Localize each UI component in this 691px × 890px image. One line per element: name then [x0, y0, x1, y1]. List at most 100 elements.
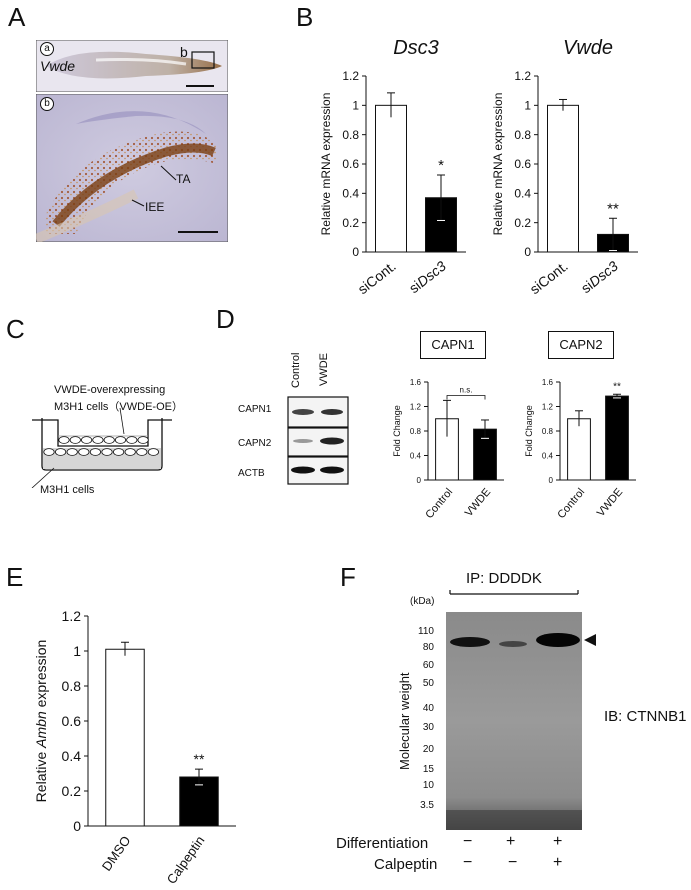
blot-col-vwde: VWDE — [318, 353, 330, 386]
y-tick-label: 1.2 — [542, 402, 554, 411]
y-tick-label: 0 — [524, 245, 531, 259]
ib-label: IB: CTNNB1 — [604, 708, 687, 725]
cell — [126, 436, 138, 444]
mw-mark-label: 3.5 — [420, 800, 434, 811]
y-tick-label: 0.8 — [542, 427, 554, 436]
chart-d-capn1: 0 0.4 0.8 1.2 1.6 Control VWDE n.s. Fold Change — [392, 378, 504, 521]
cell — [101, 448, 113, 456]
y-axis-label: Fold Change — [392, 405, 402, 457]
y-tick-label: 0.6 — [514, 157, 531, 171]
label-box-capn2: CAPN2 — [548, 331, 614, 359]
chart-b-vwde: 0 0.2 0.4 0.6 0.8 1 1.2 siCont. ** siDsc3 Relative… — [491, 37, 638, 297]
bar — [547, 104, 579, 253]
cell — [137, 436, 149, 444]
panel-letter-b: B — [296, 2, 314, 32]
cell — [92, 436, 104, 444]
row-label-calpeptin: Calpeptin — [374, 856, 438, 873]
y-tick-label: 1.2 — [342, 69, 359, 83]
panel-letter-e: E — [6, 562, 24, 592]
panel-letter-c: C — [6, 314, 25, 344]
mw-mark-label: 80 — [422, 642, 434, 653]
cell — [54, 448, 67, 456]
cell — [103, 436, 115, 444]
mw-mark-label: 110 — [418, 626, 434, 637]
bar — [567, 418, 591, 481]
chart-title: Vwde — [563, 37, 613, 59]
box-label-b: b — [180, 44, 188, 60]
histology-overview — [36, 40, 228, 92]
cell — [114, 436, 127, 444]
y-tick-label: 0.8 — [342, 128, 359, 142]
annotation-ta: TA — [176, 172, 191, 186]
y-tick-label: 0.4 — [542, 451, 554, 460]
y-tick-label: 1 — [352, 99, 359, 113]
y-tick-label: 0.6 — [342, 157, 359, 171]
y-tick-label: 1.6 — [542, 378, 554, 387]
diff-sign-1: − — [463, 833, 473, 850]
chart-b-dsc3: 0 0.2 0.4 0.6 0.8 1 1.2 siCont. * siDsc3 Relative … — [319, 37, 466, 297]
arrowhead-icon — [584, 634, 596, 646]
blot-row-capn2: CAPN2 — [238, 438, 272, 449]
category-label: Control — [555, 486, 587, 521]
kda-label: (kDa) — [410, 596, 435, 607]
inset-a-circle: a — [40, 42, 54, 56]
row-label-differentiation: Differentiation — [336, 835, 429, 852]
cell — [78, 448, 90, 456]
mw-mark-label: 15 — [422, 764, 434, 775]
y-axis-label: Relative Ambn expression — [33, 640, 49, 803]
category-label: siCont. — [355, 258, 399, 297]
significance-mark: ** — [194, 751, 205, 767]
diff-sign-2: + — [506, 833, 516, 850]
category-label: siDsc3 — [578, 258, 621, 297]
mw-mark-label: 40 — [422, 703, 434, 714]
bar — [105, 648, 145, 827]
mw-mark-label: 10 — [422, 780, 434, 791]
category-label: Calpeptin — [164, 833, 208, 887]
mw-axis-title: Molecular weight — [397, 672, 412, 770]
y-tick-label: 0 — [352, 245, 359, 259]
annotation-iee: IEE — [145, 200, 165, 214]
panel-letter-f: F — [340, 562, 356, 592]
y-tick-label: 0.4 — [342, 187, 359, 201]
panel-letter-d: D — [216, 304, 235, 334]
histology-magnified — [36, 94, 228, 242]
mw-mark-label: 20 — [422, 744, 434, 755]
category-label: Control — [423, 486, 455, 521]
cell — [89, 448, 102, 456]
western-blot-f — [446, 612, 582, 830]
significance-mark: ** — [607, 200, 619, 217]
y-tick-label: 0.8 — [62, 678, 82, 694]
cell — [136, 448, 148, 456]
cell — [69, 436, 81, 444]
label-m3h1: M3H1 cells — [40, 484, 95, 496]
category-label: siDsc3 — [406, 258, 449, 297]
calp-sign-1: − — [463, 854, 473, 871]
y-tick-label: 1.6 — [410, 378, 422, 387]
diff-sign-3: + — [553, 833, 563, 850]
y-tick-label: 1 — [73, 643, 81, 659]
label-vwde-oe-2: M3H1 cells（VWDE-OE） — [54, 401, 183, 413]
mw-mark-label: 50 — [422, 678, 434, 689]
significance-bracket — [446, 395, 486, 400]
y-axis-label: Fold Change — [524, 405, 534, 457]
calp-sign-2: − — [508, 854, 518, 871]
y-tick-label: 1 — [524, 99, 531, 113]
significance-mark: ** — [613, 381, 621, 392]
calp-sign-3: + — [553, 854, 563, 871]
mw-mark-label: 30 — [422, 722, 434, 733]
ip-bracket — [449, 590, 579, 595]
cell — [124, 448, 136, 456]
bar — [605, 395, 629, 481]
label-box-capn1: CAPN1 — [420, 331, 486, 359]
y-tick-label: 0.2 — [342, 216, 359, 230]
cell — [58, 436, 70, 444]
blot-row-actb: ACTB — [238, 468, 265, 479]
category-label: DMSO — [99, 833, 134, 874]
category-label: VWDE — [595, 486, 625, 519]
category-label: siCont. — [527, 258, 571, 297]
y-tick-label: 0 — [549, 476, 554, 485]
cell — [147, 448, 159, 456]
bar — [375, 104, 407, 253]
inset-b-circle: b — [40, 97, 54, 111]
